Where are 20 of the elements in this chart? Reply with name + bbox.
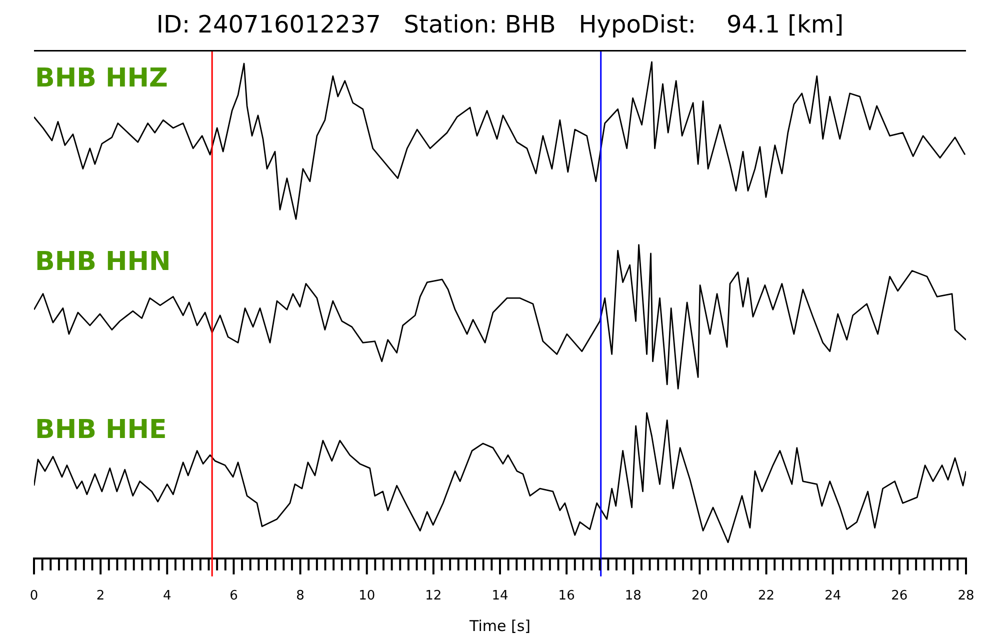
x-tick-label: 24 bbox=[824, 588, 842, 604]
series-label: BHB HHN bbox=[35, 246, 171, 277]
x-tick-label: 14 bbox=[492, 588, 508, 604]
x-tick-label: 4 bbox=[163, 588, 172, 604]
x-tick-label: 18 bbox=[624, 588, 642, 604]
x-tick-label: 0 bbox=[30, 588, 38, 604]
x-tick-label: 10 bbox=[358, 588, 376, 604]
x-axis-title: Time [s] bbox=[468, 616, 530, 635]
x-tick-label: 2 bbox=[96, 588, 105, 604]
x-tick-label: 6 bbox=[230, 588, 238, 604]
chart-title: ID: 240716012237 Station: BHB HypoDist: 94.1 [km] bbox=[156, 10, 844, 39]
x-tick-label: 28 bbox=[958, 588, 974, 604]
x-tick-label: 20 bbox=[691, 588, 708, 604]
x-tick-label: 12 bbox=[425, 588, 442, 604]
series-label: BHB HHZ bbox=[35, 64, 168, 94]
x-tick-label: 26 bbox=[891, 588, 908, 604]
x-tick-label: 8 bbox=[296, 588, 304, 604]
x-tick-label: 16 bbox=[558, 588, 575, 604]
x-tick-label: 22 bbox=[758, 588, 775, 604]
series-label: BHB HHE bbox=[35, 414, 167, 445]
